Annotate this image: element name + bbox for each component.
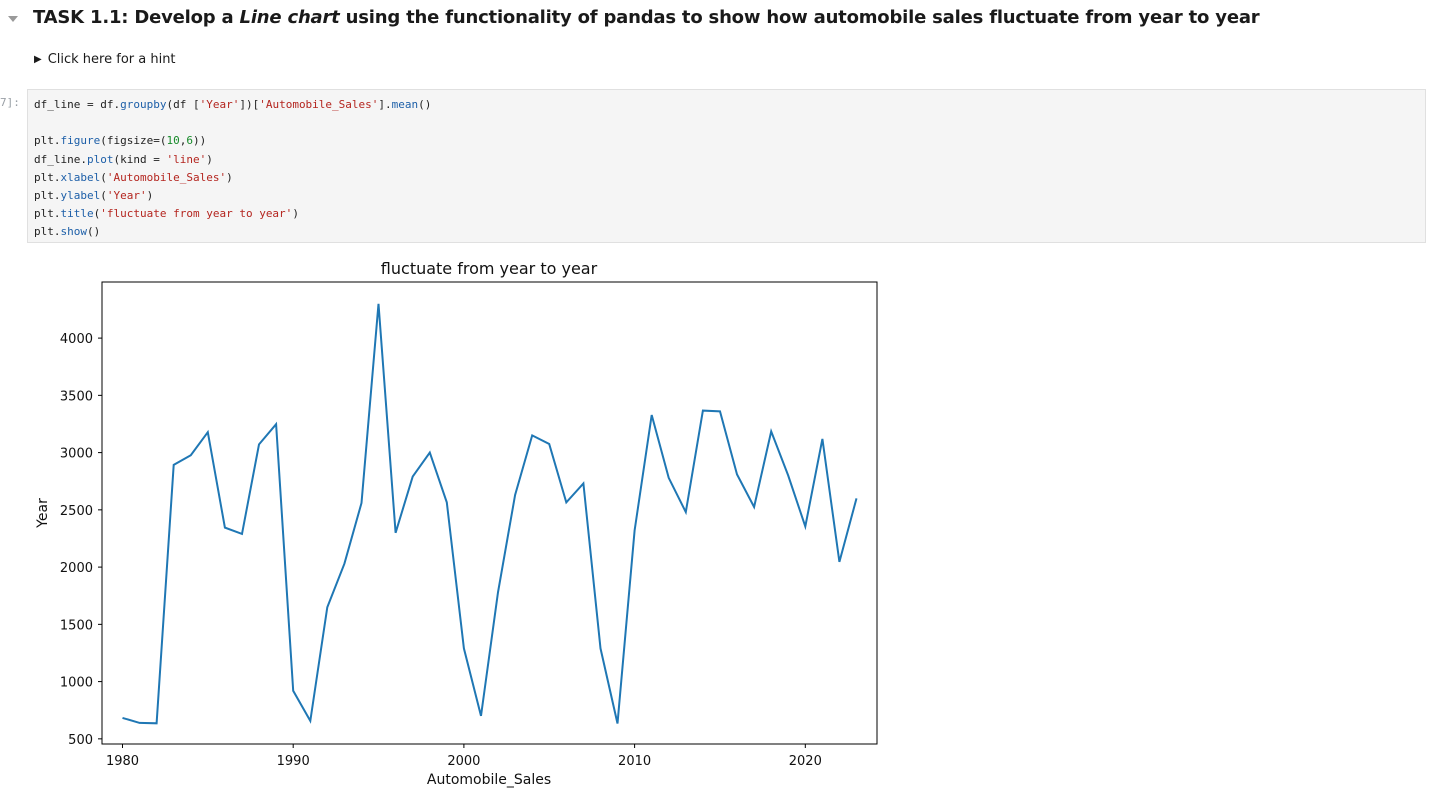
x-tick-label: 2010 (618, 754, 651, 769)
x-tick-label: 2000 (447, 754, 480, 769)
hint-label: Click here for a hint (47, 52, 176, 67)
code-line-7: plt.title('fluctuate from year to year') (34, 207, 299, 221)
heading-emphasis: Line chart (239, 7, 340, 28)
code-line-6: plt.ylabel('Year') (34, 189, 154, 203)
code-line-1: df_line = df.groupby(df ['Year'])['Autom… (34, 98, 432, 111)
x-tick-label: 2020 (789, 754, 822, 769)
task-heading: TASK 1.1: Develop a Line chart using the… (33, 7, 1260, 28)
code-line-5: plt.xlabel('Automobile_Sales') (34, 170, 233, 184)
plot-frame (101, 281, 878, 745)
code-cell-editor[interactable]: df_line = df.groupby(df ['Year'])['Autom… (27, 89, 1426, 243)
x-axis-label: Automobile_Sales (427, 772, 551, 788)
y-tick-label: 1000 (60, 676, 93, 691)
heading-suffix: using the functionality of pandas to sho… (339, 7, 1260, 28)
y-tick-label: 1500 (60, 618, 93, 633)
y-tick-label: 2500 (60, 504, 93, 519)
hint-toggle[interactable]: ▶ Click here for a hint (34, 52, 176, 67)
y-axis-label: Year (35, 498, 51, 529)
x-tick-label: 1990 (277, 754, 310, 769)
chart-output: fluctuate from year to year 1980 1990 2000… (30, 254, 890, 798)
y-tick-label: 3000 (60, 447, 93, 462)
disclosure-triangle-icon: ▶ (34, 54, 42, 65)
series-line (122, 303, 858, 725)
code-line-4: df_line.plot(kind = 'line') (34, 152, 213, 166)
y-tick-label: 500 (68, 733, 93, 748)
code-block: df_line = df.groupby(df ['Year'])['Autom… (34, 96, 431, 242)
code-line-8: plt.show() (34, 225, 101, 239)
cell-execution-count: 7]: (0, 96, 20, 109)
chart-marks: 1980 1990 2000 2010 2020 500 1000 1500 2000 2500 3… (60, 303, 858, 769)
y-tick-label: 3500 (60, 389, 93, 404)
x-tick-label: 1980 (106, 754, 139, 769)
y-tick-label: 4000 (60, 332, 93, 347)
code-line-3: plt.figure(figsize=(10,6)) (34, 134, 207, 148)
heading-prefix: TASK 1.1: Develop a (33, 7, 240, 28)
y-tick-label: 2000 (60, 561, 93, 576)
line-chart: fluctuate from year to year 1980 1990 2000… (35, 259, 878, 788)
chart-title: fluctuate from year to year (381, 259, 598, 278)
collapse-caret-icon[interactable] (8, 16, 18, 22)
